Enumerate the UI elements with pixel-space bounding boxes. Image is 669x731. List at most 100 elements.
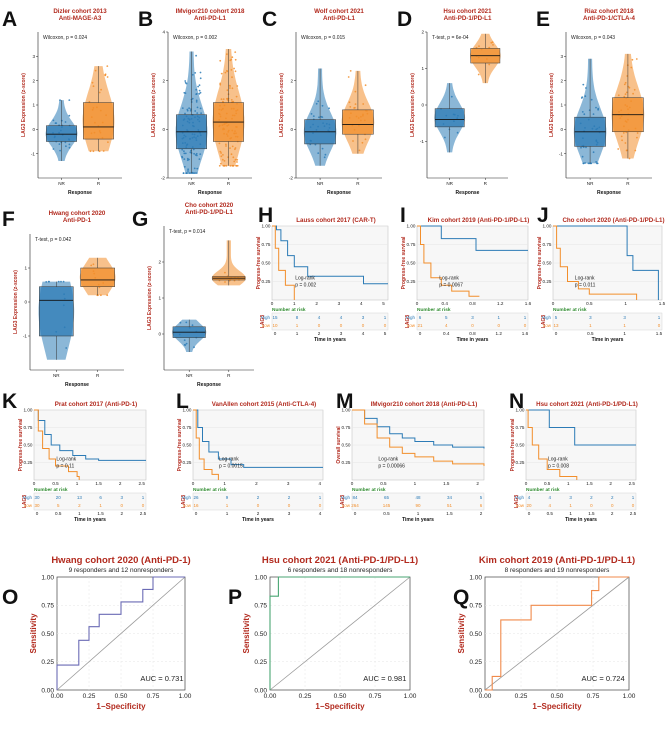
data-point bbox=[60, 119, 63, 122]
data-point bbox=[106, 76, 109, 78]
x-tick-label: 1.5 bbox=[443, 481, 450, 486]
data-point bbox=[222, 98, 225, 100]
box-nr bbox=[39, 286, 74, 337]
data-point bbox=[581, 155, 584, 158]
x-tick-label-nr: NR bbox=[317, 181, 324, 186]
diagonal-reference bbox=[484, 576, 630, 691]
data-point bbox=[626, 149, 628, 152]
y-tick-label: 0.25 bbox=[469, 659, 482, 666]
data-point bbox=[224, 164, 226, 167]
x-axis-label: Response bbox=[65, 382, 89, 388]
risk-low-count: 1 bbox=[569, 503, 572, 508]
risk-high-count: 5 bbox=[445, 315, 448, 320]
x-tick-label: 0 bbox=[33, 481, 36, 486]
x-tick-label-nr: NR bbox=[53, 373, 60, 378]
box-r bbox=[83, 102, 114, 140]
y-tick-label: 1 bbox=[560, 103, 563, 108]
x-tick-label: 2 bbox=[609, 481, 612, 486]
y-tick-label: 0.50 bbox=[24, 443, 33, 448]
risk-low-count: 0 bbox=[590, 503, 593, 508]
km-curve-high bbox=[272, 225, 388, 285]
p-value: p = 0.00066 bbox=[378, 463, 405, 469]
data-point bbox=[231, 56, 234, 59]
data-point bbox=[184, 112, 186, 115]
data-point bbox=[622, 132, 625, 134]
y-tick-label: 0.75 bbox=[24, 425, 33, 430]
x-tick-label: 3 bbox=[287, 481, 290, 486]
data-point bbox=[349, 106, 352, 108]
data-point bbox=[68, 99, 71, 101]
data-point bbox=[628, 86, 631, 89]
y-tick-label: 0.50 bbox=[407, 261, 416, 266]
data-point bbox=[184, 344, 187, 346]
data-point bbox=[234, 158, 237, 161]
risk-high-count: 34 bbox=[447, 495, 453, 500]
risk-high-count: 6 bbox=[99, 495, 102, 500]
risk-low-count: 4 bbox=[549, 503, 552, 508]
risk-high-count: 4 bbox=[528, 495, 531, 500]
x-axis-label: Response bbox=[456, 190, 480, 196]
x-axis-label: Response bbox=[597, 190, 621, 196]
risk-x-tick-label: 1.5 bbox=[656, 331, 663, 336]
data-point bbox=[584, 162, 586, 164]
risk-high-count: 2 bbox=[288, 495, 291, 500]
logrank-label: Log-rank bbox=[219, 456, 239, 462]
data-point bbox=[194, 72, 197, 74]
risk-high-count: 3 bbox=[362, 315, 365, 320]
data-point bbox=[184, 80, 187, 82]
x-axis-label: 1−Specificity bbox=[96, 702, 146, 711]
data-point bbox=[636, 132, 639, 134]
risk-high-count: 4 bbox=[340, 315, 343, 320]
y-tick-label: 2 bbox=[158, 260, 161, 265]
data-point bbox=[230, 99, 233, 101]
data-point bbox=[181, 107, 184, 109]
data-point bbox=[597, 107, 600, 110]
risk-low-count: 0 bbox=[632, 503, 635, 508]
y-axis-label: Progress-free survival bbox=[18, 418, 24, 471]
stat-annotation: Wilcoxon, p = 0.002 bbox=[173, 35, 217, 41]
risk-x-tick-label: 4 bbox=[362, 331, 365, 336]
panel-label-n: N bbox=[509, 390, 524, 413]
y-tick-label: 0.25 bbox=[516, 460, 525, 465]
data-point bbox=[592, 113, 595, 115]
data-point bbox=[229, 87, 231, 89]
panel-label-h: H bbox=[258, 204, 273, 227]
risk-low-count: 1 bbox=[589, 323, 592, 328]
y-tick-label: 0.50 bbox=[543, 261, 552, 266]
data-point bbox=[358, 149, 361, 152]
risk-high-count: 15 bbox=[272, 315, 278, 320]
y-tick-label: 1.00 bbox=[516, 408, 525, 413]
risk-high-count: 3 bbox=[623, 315, 626, 320]
data-point bbox=[57, 280, 60, 283]
panel-label-c: C bbox=[262, 8, 277, 31]
data-point bbox=[98, 91, 101, 94]
y-tick-label: 0.50 bbox=[254, 631, 267, 638]
risk-low-count: 90 bbox=[415, 503, 421, 508]
chart-subtitle: 9 responders and 12 nonresponders bbox=[69, 567, 175, 574]
data-point bbox=[224, 71, 227, 74]
data-point bbox=[226, 70, 229, 73]
y-tick-label: 0.75 bbox=[516, 425, 525, 430]
risk-low-count: 0 bbox=[497, 323, 500, 328]
risk-x-tick-label: 0 bbox=[419, 331, 422, 336]
box-r bbox=[342, 109, 374, 135]
risk-x-tick-label: 2 bbox=[257, 511, 260, 516]
data-point bbox=[183, 158, 186, 161]
data-point bbox=[623, 95, 626, 98]
p-value: p = 0.011 bbox=[575, 283, 596, 289]
panel-label-e: E bbox=[536, 8, 550, 31]
data-point bbox=[321, 147, 324, 150]
data-point bbox=[231, 76, 233, 79]
data-point bbox=[192, 148, 195, 151]
risk-x-tick-label: 0 bbox=[36, 511, 39, 516]
data-point bbox=[630, 66, 633, 69]
x-tick-label: 0.25 bbox=[83, 693, 96, 700]
data-point bbox=[323, 156, 326, 159]
data-point bbox=[584, 95, 587, 98]
x-tick-label-r: R bbox=[96, 373, 100, 378]
risk-table bbox=[552, 312, 663, 331]
data-point bbox=[195, 172, 198, 175]
data-point bbox=[98, 150, 101, 153]
risk-table bbox=[33, 492, 147, 511]
